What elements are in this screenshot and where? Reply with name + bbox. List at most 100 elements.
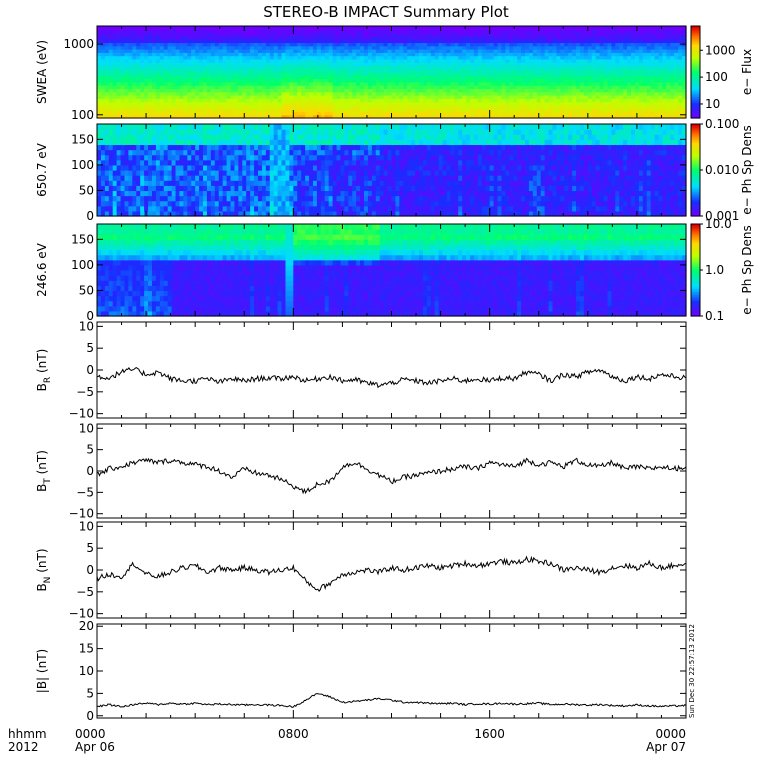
swea-cell	[316, 58, 322, 63]
pad650-cell	[199, 164, 204, 171]
swea-cell	[540, 35, 546, 40]
swea-cell	[548, 68, 554, 73]
swea-ytick-label: 1000	[63, 37, 94, 51]
swea-cell	[320, 39, 326, 44]
pad650-cell	[136, 139, 141, 146]
swea-cell	[120, 42, 126, 47]
swea-cell	[505, 72, 510, 76]
swea-cell	[682, 52, 687, 57]
pad650-cell	[104, 124, 110, 130]
pad650-cell	[171, 144, 177, 151]
swea-cell	[415, 104, 420, 109]
swea-cell	[293, 45, 298, 50]
swea-cell	[332, 39, 338, 44]
swea-cell	[458, 65, 463, 70]
swea-cell	[104, 91, 110, 96]
swea-cell	[254, 49, 259, 53]
pad650-cell	[148, 154, 153, 161]
pad650-cell	[155, 129, 161, 135]
swea-cell	[379, 95, 385, 99]
swea-cell	[159, 65, 165, 70]
swea-cell	[654, 81, 660, 86]
swea-cell	[418, 62, 424, 67]
swea-cell	[336, 104, 342, 109]
swea-cell	[454, 55, 459, 60]
swea-cell	[454, 72, 459, 76]
swea-cell	[666, 85, 671, 90]
swea-colorbar-cell	[691, 27, 700, 30]
swea-cell	[662, 35, 667, 40]
swea-cell	[277, 75, 283, 80]
swea-cell	[583, 101, 589, 106]
pad650-cell	[140, 210, 145, 217]
swea-cell	[238, 72, 243, 76]
swea-cell	[477, 75, 483, 80]
swea-cell	[214, 95, 220, 99]
swea-cell	[615, 58, 620, 63]
swea-cell	[631, 88, 636, 93]
swea-cell	[159, 26, 165, 30]
swea-cell	[120, 81, 126, 86]
swea-cell	[316, 29, 322, 34]
swea-cell	[634, 78, 640, 83]
swea-cell	[100, 49, 106, 53]
swea-cell	[517, 91, 522, 96]
swea-cell	[371, 88, 377, 93]
swea-cell	[151, 81, 157, 86]
swea-cell	[646, 104, 652, 109]
swea-cell	[246, 29, 251, 34]
swea-cell	[226, 95, 232, 99]
swea-cell	[375, 108, 381, 113]
swea-cell	[599, 55, 605, 60]
swea-cell	[540, 39, 546, 44]
swea-cell	[395, 39, 400, 44]
swea-cell	[175, 114, 181, 119]
swea-cell	[305, 45, 310, 50]
swea-cell	[462, 75, 467, 80]
swea-cell	[312, 52, 318, 57]
swea-cell	[493, 88, 499, 93]
swea-cell	[124, 49, 130, 53]
swea-cell	[167, 58, 173, 63]
swea-cell	[403, 32, 408, 37]
swea-cell	[391, 39, 397, 44]
swea-cell	[642, 95, 648, 99]
swea-cell	[426, 32, 432, 37]
swea-cell	[364, 72, 369, 76]
swea-cell	[285, 81, 291, 86]
swea-cell	[619, 104, 624, 109]
swea-cell	[481, 55, 487, 60]
swea-cell	[352, 72, 357, 76]
swea-cell	[269, 88, 275, 93]
swea-cell	[97, 104, 102, 109]
swea-cell	[348, 101, 353, 106]
swea-cell	[148, 42, 153, 47]
swea-cell	[261, 95, 267, 99]
swea-cell	[650, 95, 656, 99]
swea-cell	[638, 95, 644, 99]
swea-cell	[438, 58, 444, 63]
swea-cell	[525, 42, 530, 47]
swea-cell	[273, 104, 279, 109]
swea-cell	[442, 114, 448, 119]
swea-cell	[179, 32, 184, 37]
pad650-cell	[222, 190, 228, 197]
swea-cell	[238, 101, 243, 106]
swea-cell	[485, 95, 491, 99]
swea-cell	[379, 98, 385, 103]
swea-cell	[595, 26, 601, 30]
swea-cell	[678, 91, 683, 96]
swea-cell	[607, 65, 612, 70]
swea-cell	[132, 62, 137, 67]
swea-cell	[670, 35, 675, 40]
swea-cell	[356, 108, 361, 113]
swea-cell	[116, 91, 122, 96]
swea-cell	[517, 114, 522, 119]
swea-cell	[305, 39, 310, 44]
swea-cell	[399, 39, 404, 44]
swea-cell	[348, 29, 353, 34]
swea-cell	[312, 32, 318, 37]
swea-cell	[477, 101, 483, 106]
swea-cell	[599, 58, 605, 63]
swea-cell	[203, 62, 208, 67]
